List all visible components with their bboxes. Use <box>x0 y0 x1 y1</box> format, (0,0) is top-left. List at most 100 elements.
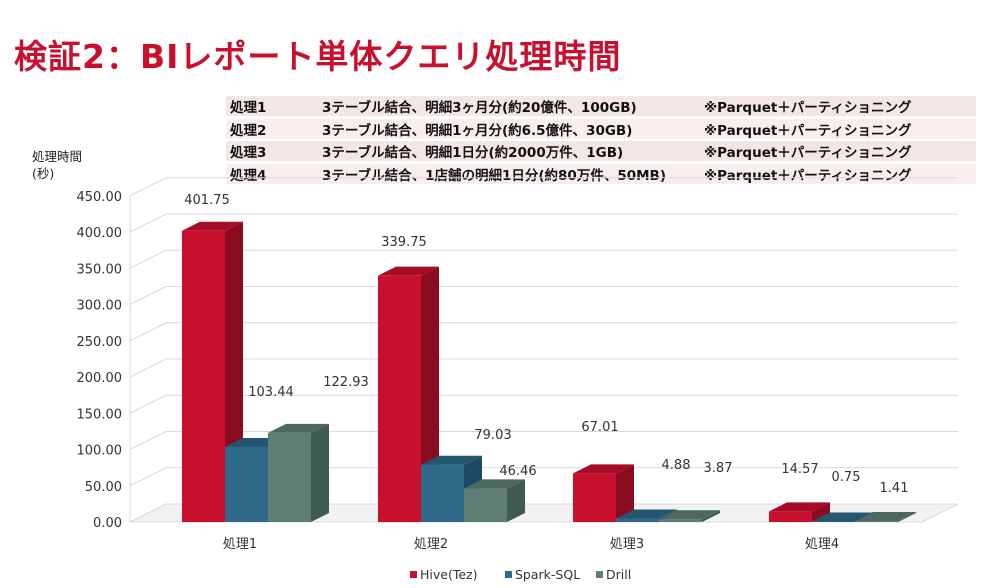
slide-title: 検証2：BIレポート単体クエリ処理時間 <box>14 37 622 76</box>
data-label: 339.75 <box>381 235 427 250</box>
gridlines <box>129 177 959 523</box>
legend-label: Spark-SQL <box>515 567 580 582</box>
y-tick-label: 450.00 <box>77 190 123 205</box>
bar-side <box>702 510 720 522</box>
y-tick-label: 150.00 <box>77 407 123 422</box>
query-name: 処理3 <box>230 145 267 161</box>
query-row: 処理1 3テーブル結合、明細3ヶ月分(約20億件、100GB) ※Parquet… <box>226 96 976 116</box>
query-description: 3テーブル結合、1店舗の明細1日分(約80万件、50MB) <box>322 167 667 184</box>
x-tick-label: 処理3 <box>610 537 644 552</box>
bar-front <box>464 488 507 522</box>
bar-front <box>659 519 702 522</box>
x-axis-ticks: 処理1 処理2 処理3 処理4 <box>223 537 839 552</box>
bar-side <box>898 511 916 522</box>
data-labels: 401.75 339.75 67.01 14.57 103.44 79.03 4.88 0.7… <box>184 193 908 496</box>
gridline-side <box>129 249 167 269</box>
query-note: ※Parquet＋パーティショニング <box>704 122 912 139</box>
bar <box>769 502 830 522</box>
bar-top <box>573 464 634 474</box>
data-label: 0.75 <box>832 470 861 485</box>
bars <box>182 221 916 522</box>
bar-top <box>812 512 873 522</box>
legend-label: Hive(Tez) <box>420 567 477 582</box>
y-axis-label-line1: 処理時間 <box>32 149 82 164</box>
bar-front <box>812 521 855 522</box>
data-label: 103.44 <box>248 385 294 400</box>
bar-front <box>421 464 464 522</box>
y-tick-label: 50.00 <box>85 480 122 495</box>
gridline-side <box>129 322 167 342</box>
y-tick-label: 100.00 <box>77 444 123 459</box>
bar <box>659 510 720 522</box>
bar <box>464 479 525 522</box>
query-name: 処理4 <box>230 167 267 184</box>
query-note: ※Parquet＋パーティショニング <box>704 100 912 116</box>
bar-top <box>421 455 482 465</box>
bar-front <box>225 447 268 522</box>
bar <box>573 464 634 522</box>
bar-front <box>182 230 225 522</box>
y-tick-label: 200.00 <box>77 371 123 386</box>
data-label: 3.87 <box>704 461 733 476</box>
bar-top <box>769 502 830 512</box>
x-tick-label: 処理2 <box>414 537 448 552</box>
y-axis-ticks: 0.00 50.00 100.00 150.00 200.00 250.00 300.00 3… <box>77 190 123 531</box>
bar-top <box>268 423 329 433</box>
bar-top <box>182 221 243 231</box>
bar-side <box>311 423 329 522</box>
bar <box>182 221 243 522</box>
bar-top <box>659 510 720 520</box>
y-tick-label: 350.00 <box>77 262 123 277</box>
query-description: 3テーブル結合、明細1ヶ月分(約6.5億件、30GB) <box>322 122 633 139</box>
gridline-side <box>129 213 167 233</box>
bar-front <box>616 518 659 522</box>
data-label: 67.01 <box>581 420 618 435</box>
data-label: 14.57 <box>781 462 818 477</box>
legend-swatch <box>505 571 512 578</box>
data-label: 122.93 <box>323 375 369 390</box>
bar-side <box>812 502 830 522</box>
gridline-side <box>129 467 167 487</box>
query-description-table: 処理1 3テーブル結合、明細3ヶ月分(約20億件、100GB) ※Parquet… <box>226 96 976 186</box>
bar-front <box>769 511 812 522</box>
gridline-side <box>129 358 167 378</box>
gridline-side <box>129 394 167 414</box>
query-name: 処理2 <box>230 122 267 139</box>
data-label: 401.75 <box>184 193 230 208</box>
query-name: 処理1 <box>230 100 267 116</box>
bar-side <box>616 464 634 522</box>
y-tick-label: 0.00 <box>93 516 122 531</box>
data-label: 79.03 <box>474 428 511 443</box>
bar-top <box>378 266 439 276</box>
query-row: 処理3 3テーブル結合、明細1日分(約2000万件、1GB) ※Parquet＋… <box>226 141 976 161</box>
bar-front <box>268 432 311 522</box>
bar-front <box>855 520 898 522</box>
bar-front <box>378 275 421 522</box>
bar-top <box>464 479 525 489</box>
gridline-side <box>129 286 167 305</box>
bar <box>855 511 916 522</box>
y-tick-label: 250.00 <box>77 335 123 350</box>
bar-side <box>507 479 525 522</box>
bar <box>268 423 329 522</box>
data-label: 4.88 <box>662 458 691 473</box>
bar-front <box>573 473 616 522</box>
data-label: 46.46 <box>499 464 536 479</box>
legend-swatch <box>596 571 603 578</box>
query-description: 3テーブル結合、明細1日分(約2000万件、1GB) <box>322 145 624 161</box>
query-row: 処理2 3テーブル結合、明細1ヶ月分(約6.5億件、30GB) ※Parquet… <box>226 118 976 139</box>
y-tick-label: 300.00 <box>77 299 123 314</box>
chart-legend: Hive(Tez) Spark-SQL Drill <box>410 567 631 582</box>
legend-swatch <box>410 571 417 578</box>
query-description: 3テーブル結合、明細3ヶ月分(約20億件、100GB) <box>322 100 637 116</box>
query-row: 処理4 3テーブル結合、1店舗の明細1日分(約80万件、50MB) ※Parqu… <box>226 163 976 184</box>
legend-label: Drill <box>606 567 631 582</box>
gridline-side <box>129 177 167 197</box>
query-note: ※Parquet＋パーティショニング <box>704 145 912 161</box>
query-note: ※Parquet＋パーティショニング <box>704 167 912 184</box>
bar-top <box>855 511 916 521</box>
y-axis-label-line2: (秒) <box>32 166 54 181</box>
x-tick-label: 処理1 <box>223 537 257 552</box>
gridline-side <box>129 431 167 450</box>
